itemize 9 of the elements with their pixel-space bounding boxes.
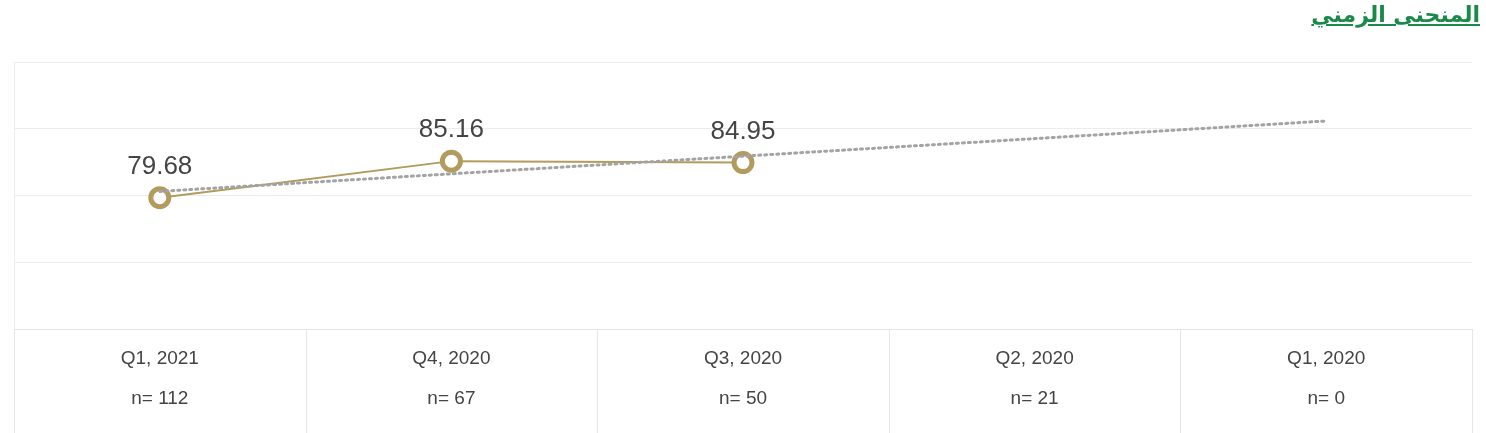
x-tick-label: Q1, 2020 n= 0	[1287, 347, 1366, 409]
x-tick-label: Q2, 2020 n= 21	[995, 347, 1074, 409]
data-label: 85.16	[418, 113, 484, 144]
x-tick-label: Q1, 2021 n= 112	[120, 347, 199, 409]
data-label: 84.95	[710, 114, 776, 145]
data-label: 79.68	[127, 149, 193, 180]
chart-title: المنحنى الزمني	[1311, 2, 1480, 27]
x-tick-label: Q4, 2020 n= 67	[412, 347, 491, 409]
x-tick-label: Q3, 2020 n= 50	[703, 347, 783, 409]
